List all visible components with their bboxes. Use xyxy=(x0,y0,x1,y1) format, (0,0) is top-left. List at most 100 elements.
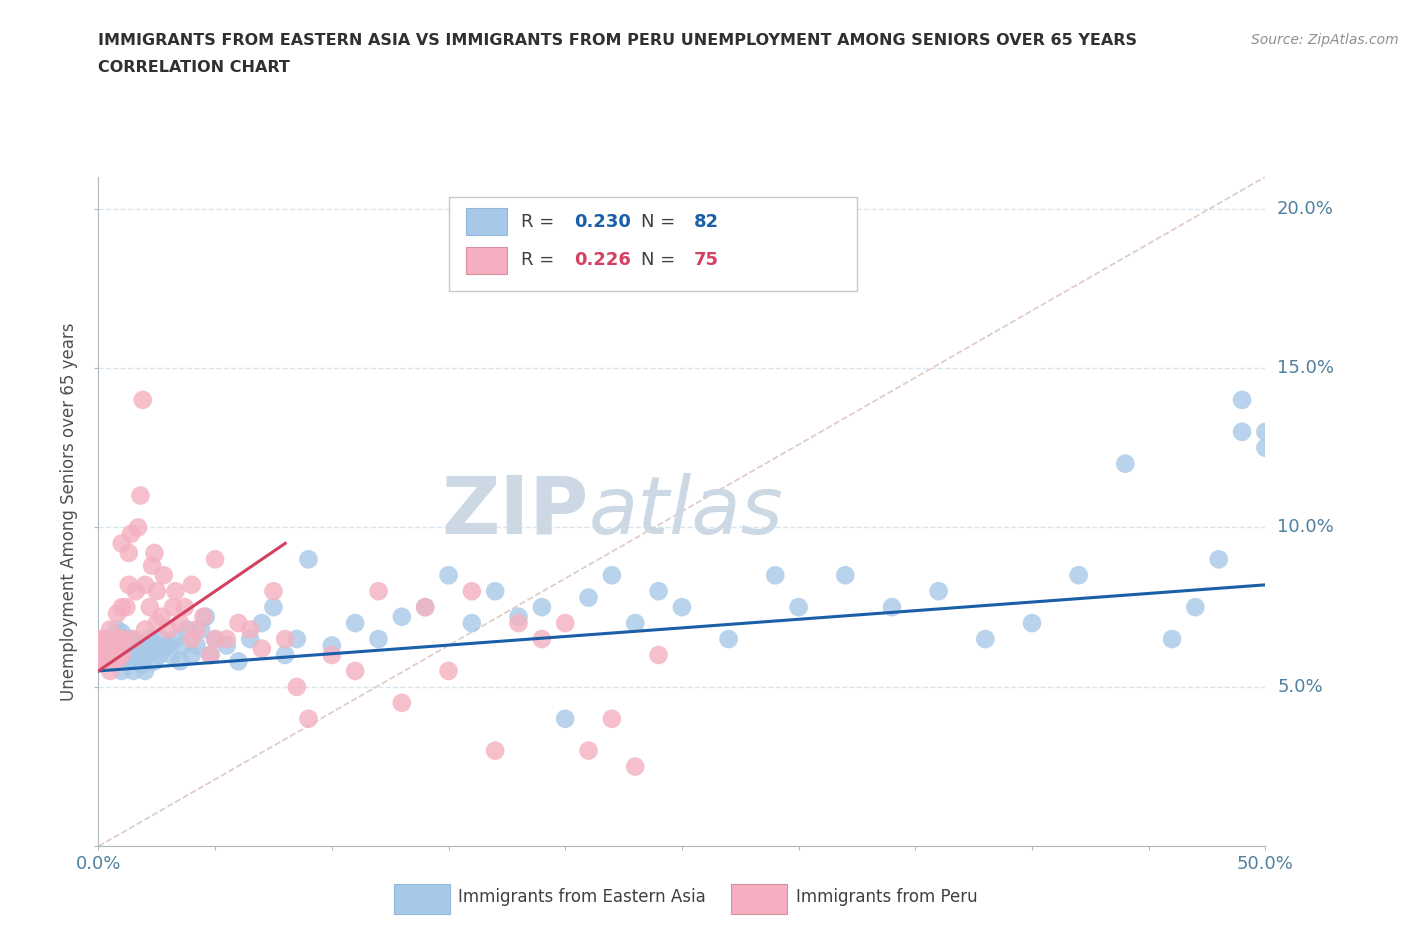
Point xyxy=(624,616,647,631)
Point xyxy=(101,647,124,662)
Point xyxy=(834,568,856,583)
Point xyxy=(321,638,343,653)
Point xyxy=(143,546,166,561)
Point xyxy=(125,654,148,669)
Point xyxy=(508,609,530,624)
Point xyxy=(169,616,191,631)
Text: 82: 82 xyxy=(693,213,718,231)
Point xyxy=(162,600,184,615)
Point xyxy=(193,609,215,624)
Point xyxy=(157,638,180,653)
Point xyxy=(141,558,163,573)
Point xyxy=(115,654,138,669)
Point xyxy=(344,616,367,631)
Point xyxy=(132,392,155,407)
Point xyxy=(554,616,576,631)
Point xyxy=(94,638,117,653)
Point xyxy=(600,568,623,583)
Point xyxy=(118,647,141,662)
Point xyxy=(297,551,319,566)
Point xyxy=(148,647,170,662)
Point xyxy=(134,638,156,653)
Point xyxy=(1184,600,1206,615)
Point xyxy=(91,647,114,662)
Point xyxy=(1114,457,1136,472)
Point xyxy=(200,647,222,662)
Point xyxy=(134,622,156,637)
Point xyxy=(120,526,142,541)
Text: 10.0%: 10.0% xyxy=(1277,518,1334,537)
Point xyxy=(150,609,173,624)
Text: 0.230: 0.230 xyxy=(575,213,631,231)
Point xyxy=(111,600,134,615)
Point xyxy=(105,654,128,669)
Point xyxy=(1230,392,1253,407)
Text: atlas: atlas xyxy=(589,472,783,551)
Text: 20.0%: 20.0% xyxy=(1277,200,1334,218)
Point xyxy=(139,600,162,615)
Point xyxy=(530,631,553,646)
Point xyxy=(1254,424,1277,439)
Point xyxy=(115,600,138,615)
Point xyxy=(91,631,114,646)
Point xyxy=(129,488,152,503)
Point xyxy=(165,584,187,599)
Point xyxy=(228,616,250,631)
Point xyxy=(180,578,202,592)
Point xyxy=(146,616,169,631)
Point xyxy=(974,631,997,646)
Point xyxy=(262,600,284,615)
Point xyxy=(508,616,530,631)
Point xyxy=(367,631,389,646)
Point xyxy=(87,631,110,646)
Text: N =: N = xyxy=(641,213,681,231)
Point xyxy=(120,631,142,646)
Point xyxy=(122,631,145,646)
Point xyxy=(125,584,148,599)
Point xyxy=(108,647,131,662)
Point xyxy=(98,622,121,637)
Point xyxy=(484,584,506,599)
Point xyxy=(105,635,128,650)
Point xyxy=(90,654,112,669)
Point xyxy=(671,600,693,615)
Point xyxy=(111,647,134,662)
Point xyxy=(105,606,128,621)
Point xyxy=(600,711,623,726)
Point xyxy=(321,647,343,662)
Text: R =: R = xyxy=(520,251,560,270)
Point xyxy=(239,622,262,637)
Point xyxy=(647,647,669,662)
Point xyxy=(152,568,174,583)
Point xyxy=(367,584,389,599)
Point xyxy=(108,641,131,656)
Text: CORRELATION CHART: CORRELATION CHART xyxy=(98,60,290,75)
Point xyxy=(344,663,367,678)
Point xyxy=(413,600,436,615)
Point xyxy=(112,631,135,646)
Point xyxy=(928,584,950,599)
Point xyxy=(274,631,297,646)
Point xyxy=(204,631,226,646)
Point xyxy=(104,654,127,669)
Point xyxy=(146,584,169,599)
Text: 5.0%: 5.0% xyxy=(1277,678,1323,696)
Point xyxy=(285,680,308,695)
Point xyxy=(186,638,208,653)
Point xyxy=(146,638,169,653)
Point xyxy=(624,759,647,774)
Point xyxy=(647,584,669,599)
Point xyxy=(129,647,152,662)
Point xyxy=(578,591,600,605)
Point xyxy=(215,638,238,653)
Point xyxy=(139,631,162,646)
Point xyxy=(165,631,187,646)
Point xyxy=(1254,440,1277,455)
Point xyxy=(176,622,198,637)
Text: ZIP: ZIP xyxy=(441,472,589,551)
Point xyxy=(97,647,120,662)
Point xyxy=(180,647,202,662)
Point xyxy=(297,711,319,726)
Point xyxy=(215,631,238,646)
Point xyxy=(118,546,141,561)
